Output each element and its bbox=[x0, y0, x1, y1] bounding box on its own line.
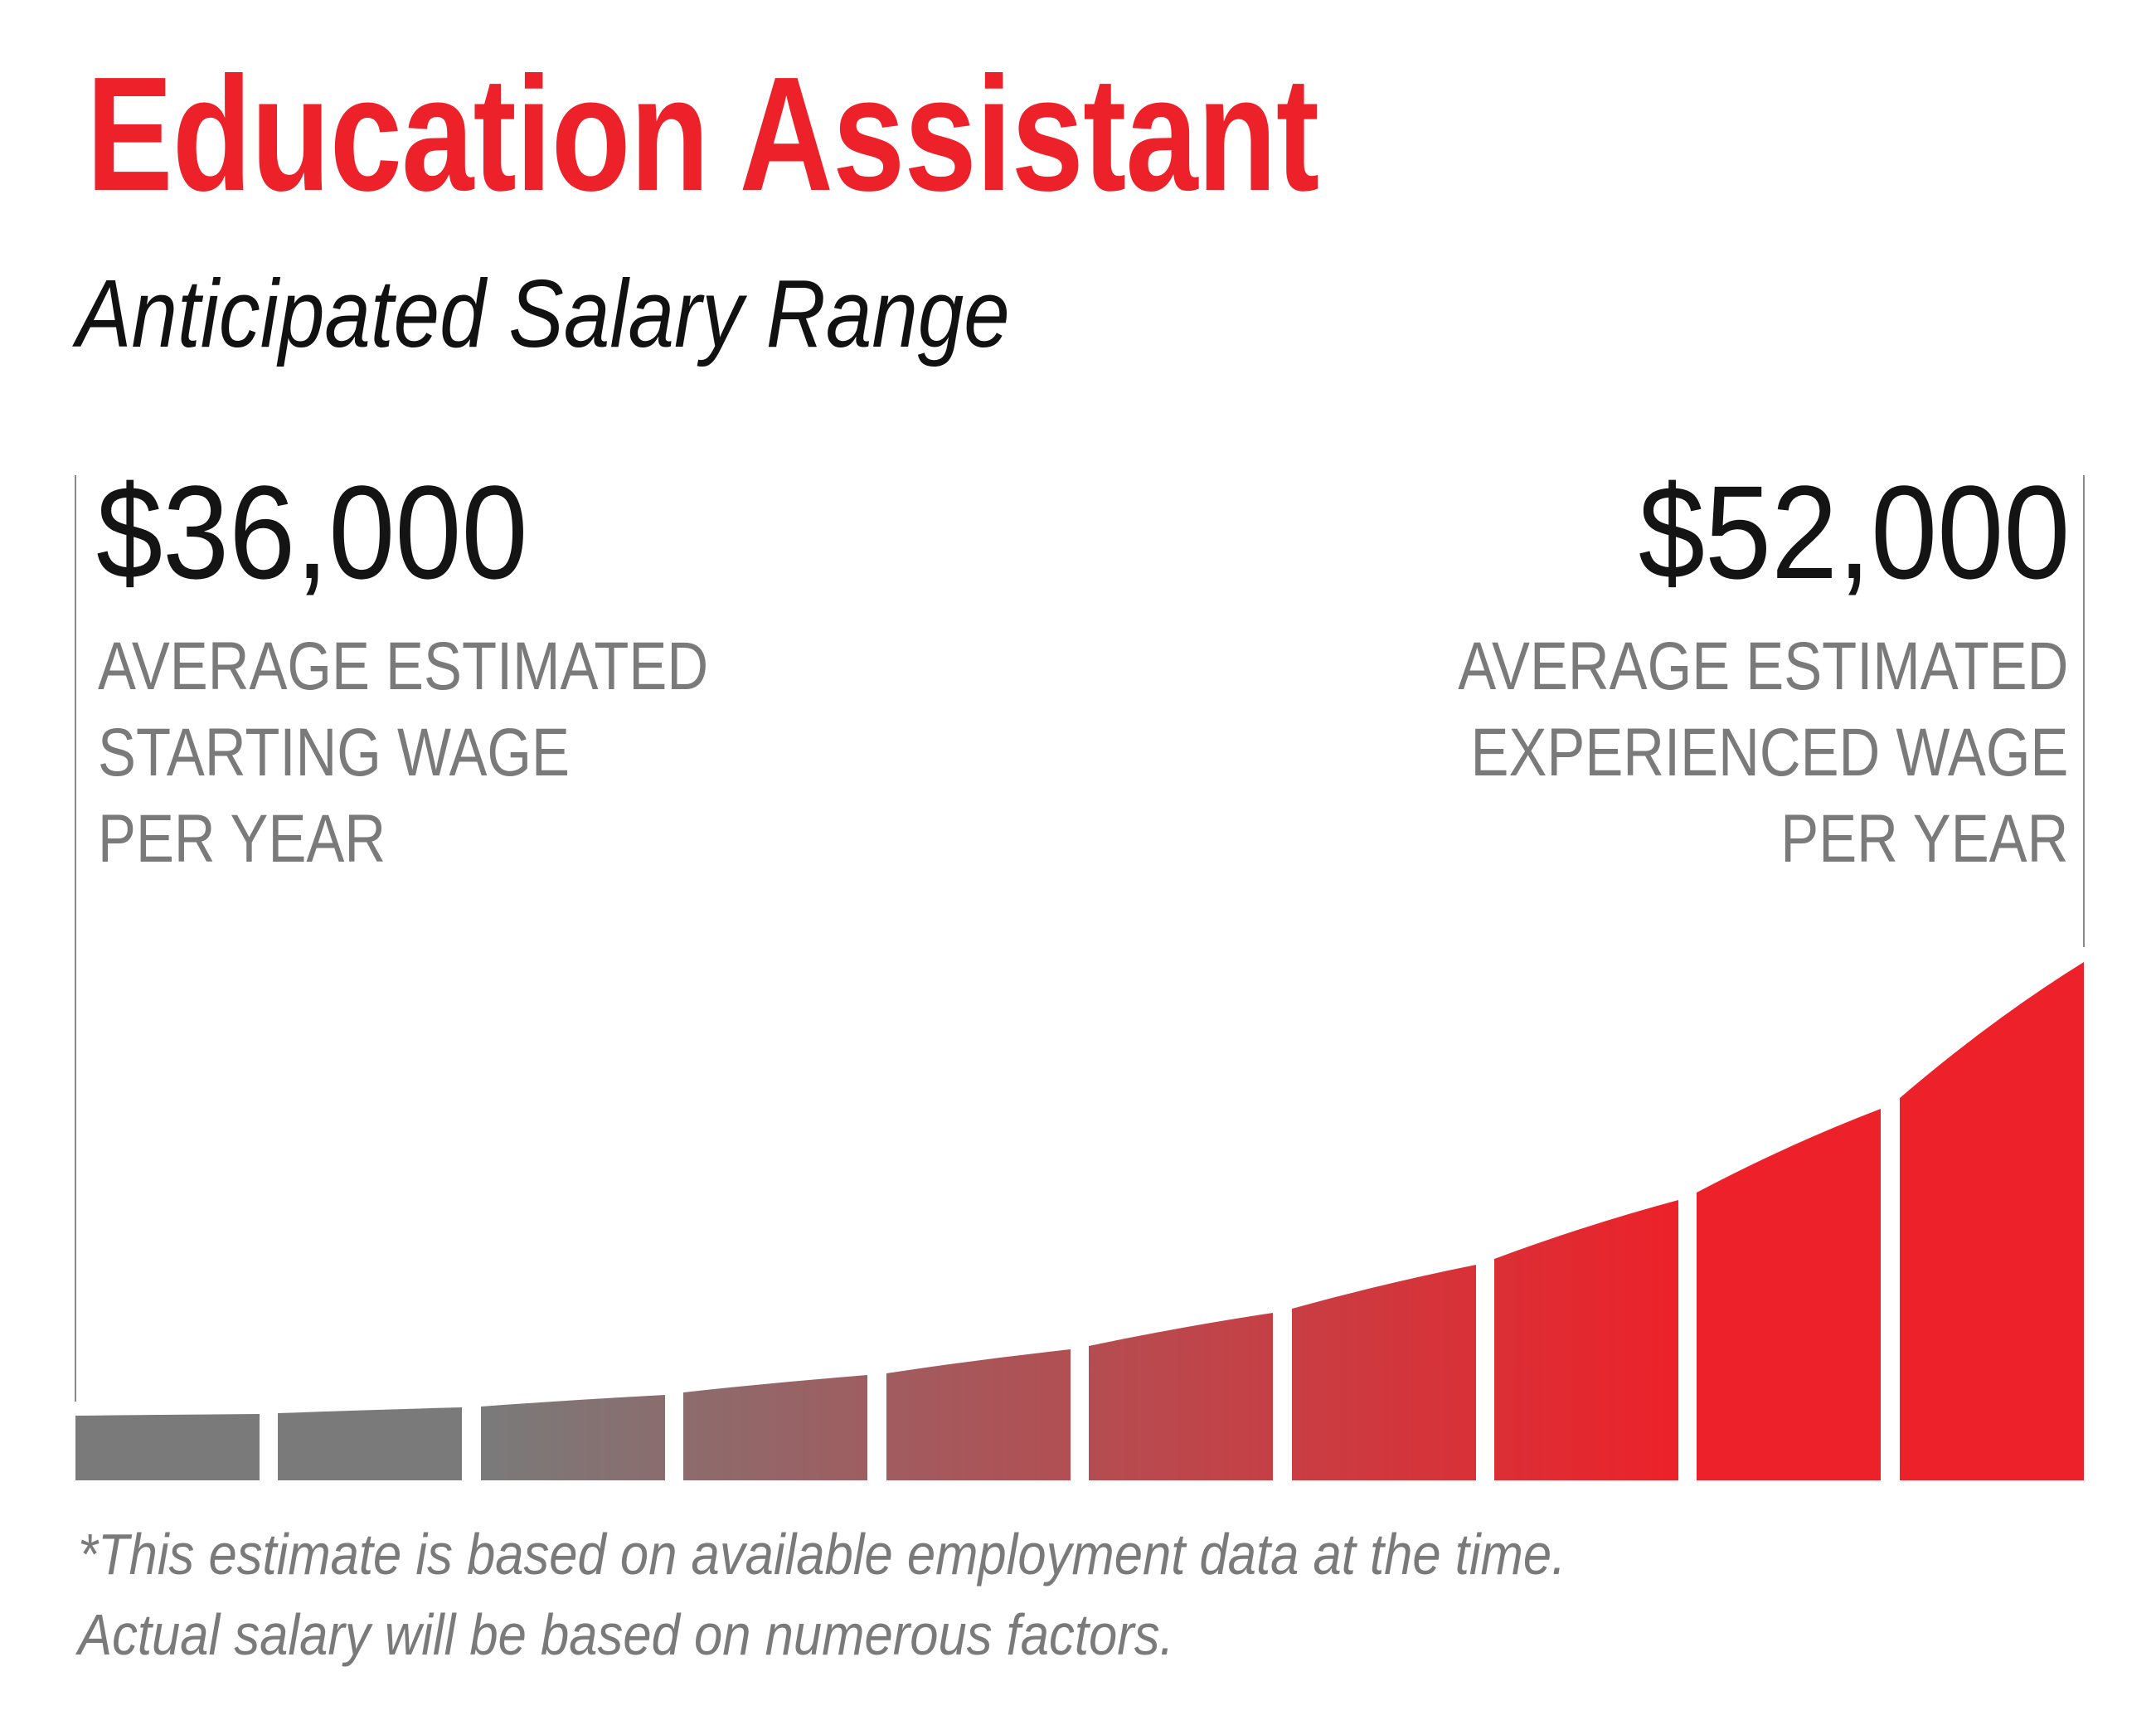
bars-group bbox=[75, 962, 2084, 1480]
footnote-line: *This estimate is based on available emp… bbox=[78, 1522, 1566, 1587]
starting-wage-label-line: PER YEAR bbox=[98, 801, 386, 877]
salary-bar bbox=[1697, 1109, 1881, 1480]
starting-wage-label-line: STARTING WAGE bbox=[98, 715, 570, 790]
salary-bar bbox=[278, 1407, 462, 1480]
salary-bar bbox=[1292, 1265, 1476, 1480]
left-range-guide-line bbox=[75, 475, 76, 1402]
page-title: Education Assistant bbox=[86, 43, 1319, 225]
salary-bar bbox=[683, 1375, 867, 1480]
salary-bar bbox=[481, 1395, 665, 1480]
page-subtitle: Anticipated Salary Range bbox=[76, 260, 1010, 367]
starting-wage-label-line: AVERAGE ESTIMATED bbox=[98, 629, 709, 704]
footnote-line: Actual salary will be based on numerous … bbox=[78, 1602, 1174, 1667]
starting-wage-amount: $36,000 bbox=[96, 458, 528, 606]
experienced-wage-amount: $52,000 bbox=[1638, 458, 2070, 606]
experienced-wage-label-line: EXPERIENCED WAGE bbox=[1470, 715, 2068, 790]
experienced-wage-label-line: AVERAGE ESTIMATED bbox=[1457, 629, 2068, 704]
right-range-guide-line bbox=[2083, 475, 2085, 947]
footnote: *This estimate is based on available emp… bbox=[78, 1514, 1566, 1675]
salary-bar bbox=[886, 1349, 1071, 1480]
salary-bar bbox=[1089, 1313, 1273, 1480]
salary-bar bbox=[75, 1414, 260, 1480]
experienced-wage-label: AVERAGE ESTIMATED EXPERIENCED WAGE PER Y… bbox=[1458, 624, 2068, 882]
experienced-wage-label-line: PER YEAR bbox=[1780, 801, 2068, 877]
starting-wage-label: AVERAGE ESTIMATED STARTING WAGE PER YEAR bbox=[98, 624, 708, 882]
salary-bar bbox=[1900, 962, 2084, 1480]
salary-bar bbox=[1494, 1200, 1678, 1480]
